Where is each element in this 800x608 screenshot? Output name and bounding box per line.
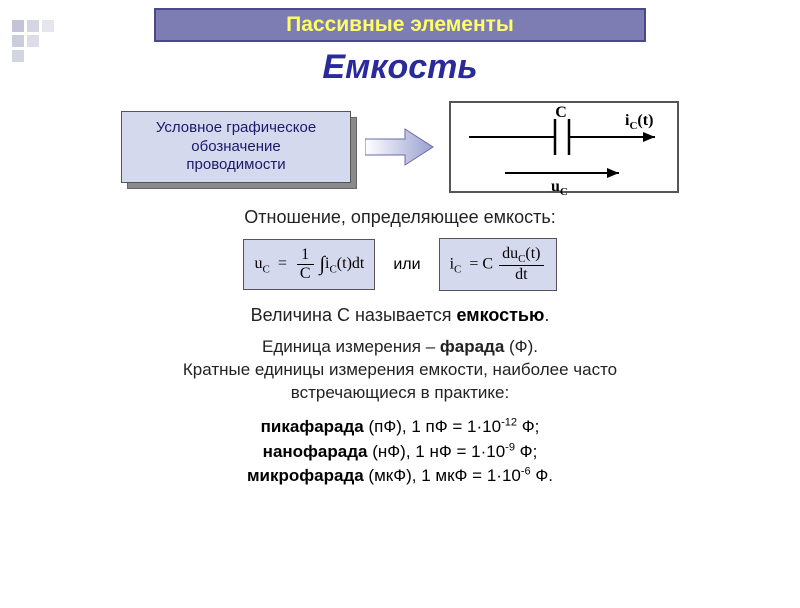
formula-uc: uC = 1C ∫iC(t)dt — [243, 239, 375, 290]
unit-row: микрофарада (мкФ), 1 мкФ = 1·10-6 Ф. — [0, 464, 800, 489]
arrow-icon — [365, 127, 435, 167]
formula-row: uC = 1C ∫iC(t)dt или iC = C duC(t) dt — [0, 238, 800, 291]
units-list: пикафарада (пФ), 1 пФ = 1·10-12 Ф; наноф… — [0, 415, 800, 489]
unit-row: нанофарада (нФ), 1 нФ = 1·10-9 Ф; — [0, 440, 800, 465]
definition-line: Величина С называется емкостью. — [0, 305, 800, 326]
circuit-symbol: C iC(t) uC — [449, 101, 679, 193]
callout: Условное графическое обозначение проводи… — [121, 111, 351, 183]
symbol-row: Условное графическое обозначение проводи… — [0, 101, 800, 193]
slide-subtitle: Емкость — [0, 48, 800, 87]
callout-line: Условное графическое — [156, 119, 316, 138]
relation-heading: Отношение, определяющее емкость: — [0, 207, 800, 228]
formula-ic: iC = C duC(t) dt — [439, 238, 557, 291]
label-u: uC — [551, 178, 568, 195]
callout-line: проводимости — [156, 156, 316, 175]
or-label: или — [393, 256, 420, 274]
label-C: C — [555, 104, 567, 121]
callout-line: обозначение — [156, 138, 316, 157]
unit-block: Единица измерения – фарада (Ф). Кратные … — [0, 336, 800, 405]
label-i: iC(t) — [625, 112, 653, 132]
slide-title-bar: Пассивные элементы — [154, 8, 646, 42]
unit-row: пикафарада (пФ), 1 пФ = 1·10-12 Ф; — [0, 415, 800, 440]
decor-squares — [12, 20, 54, 62]
slide-title: Пассивные элементы — [286, 13, 514, 37]
